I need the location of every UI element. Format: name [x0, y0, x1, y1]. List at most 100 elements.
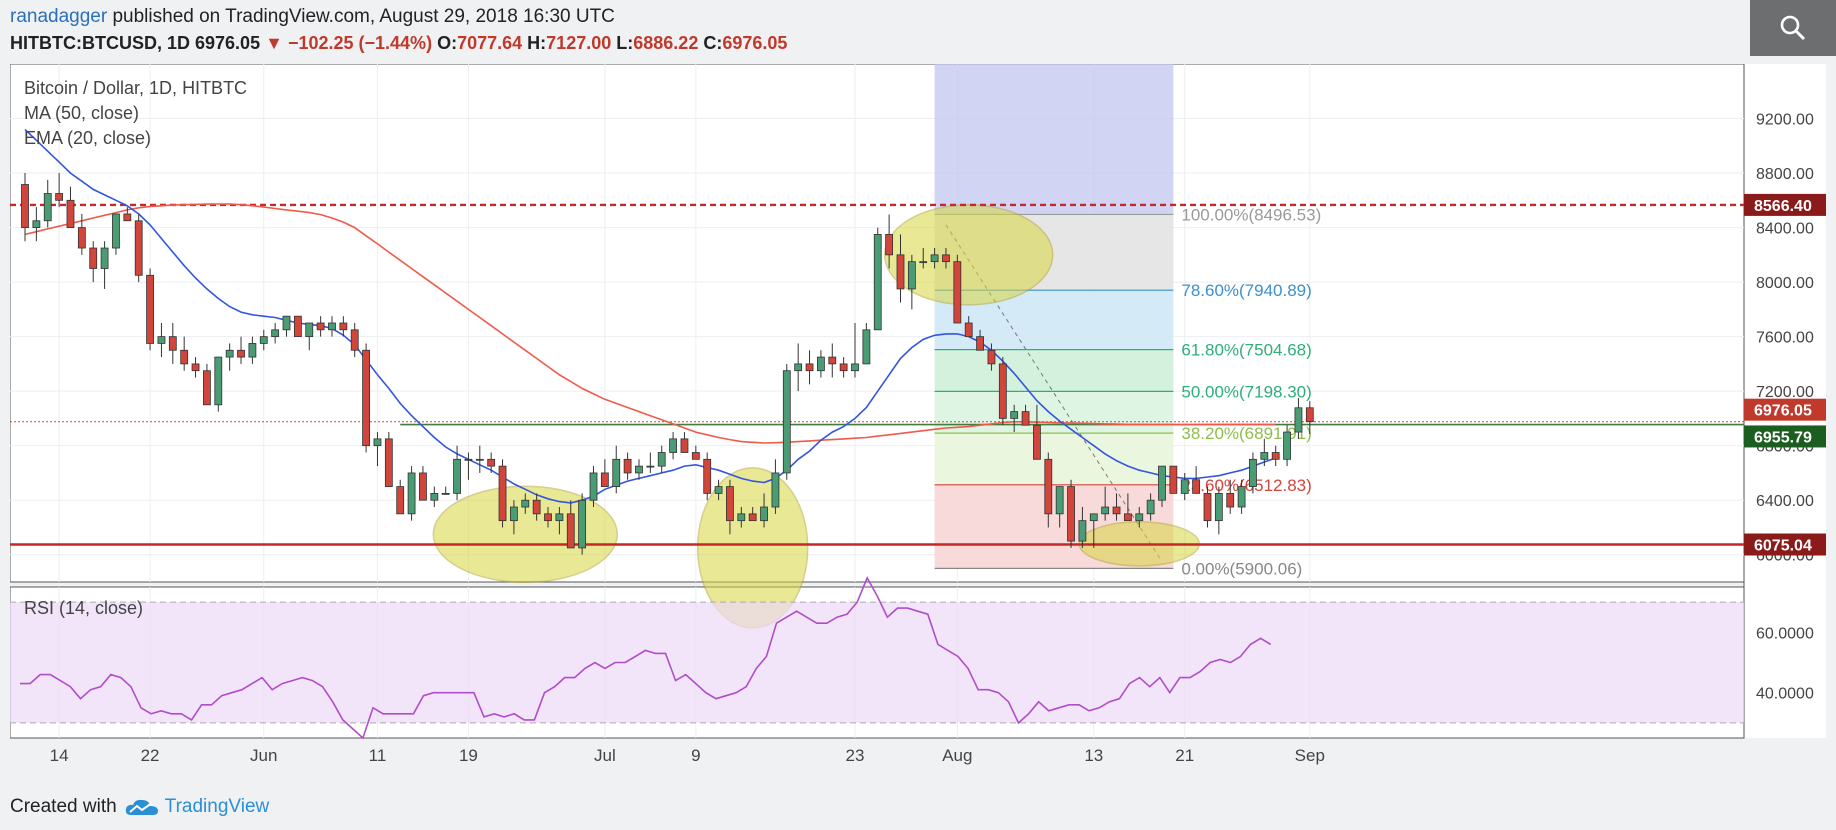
candle-body — [43, 193, 52, 222]
close-label: C: — [703, 33, 723, 53]
price-tag — [1744, 398, 1826, 421]
candle-body — [1214, 492, 1223, 522]
x-tick-label: 14 — [50, 746, 69, 765]
price-tag — [1744, 425, 1826, 448]
candle-body — [635, 465, 643, 474]
x-tick-label: 23 — [846, 746, 865, 765]
candle-body — [1055, 486, 1064, 515]
candle-body — [293, 315, 302, 338]
candle-body — [1021, 411, 1030, 426]
candle-body — [487, 458, 496, 467]
fib-zone — [934, 349, 1174, 392]
candle-body — [157, 336, 166, 344]
x-tick-label: Sep — [1295, 746, 1325, 765]
price-tag-label: 6955.79 — [1754, 429, 1812, 446]
search-button[interactable] — [1750, 0, 1836, 56]
candle-body — [214, 356, 223, 406]
candle-body — [66, 199, 75, 228]
candle-body — [510, 506, 518, 522]
candle-body — [657, 452, 666, 467]
candle-body — [612, 458, 621, 487]
candle-body — [555, 513, 564, 522]
candle-body — [600, 472, 609, 487]
candle-body — [112, 213, 120, 249]
candle-body — [282, 315, 291, 331]
ma-legend: MA (50, close) — [24, 103, 140, 123]
candle-body — [1249, 458, 1257, 487]
candle-body — [748, 513, 757, 522]
fib-level-label: 23.60%(6512.83) — [1181, 476, 1311, 495]
y-tick-label: 7600.00 — [1756, 330, 1814, 347]
fib-level-label: 0.00%(5900.06) — [1181, 559, 1302, 578]
candle-body — [362, 349, 371, 447]
symbol-label: HITBTC:BTCUSD, 1D — [10, 33, 190, 53]
candle-body — [100, 247, 109, 269]
x-tick-label: Jun — [250, 746, 277, 765]
publish-info: ranadagger published on TradingView.com,… — [10, 6, 615, 28]
candle-body — [430, 492, 439, 501]
candle-body — [441, 492, 450, 495]
candle-body — [566, 513, 575, 549]
candle-body — [1294, 407, 1303, 433]
candle-body — [964, 322, 973, 338]
y-tick-label: 8800.00 — [1756, 166, 1814, 183]
candle-body — [1112, 506, 1121, 515]
ohlc-readout: HITBTC:BTCUSD, 1D 6976.05 ▼ −102.25 (−1.… — [10, 33, 787, 54]
candle-body — [623, 458, 632, 474]
candle-body — [896, 254, 905, 290]
candle-body — [578, 499, 587, 549]
candle-body — [680, 438, 689, 453]
support-price-tag — [1744, 193, 1826, 216]
candle-body — [498, 465, 507, 522]
candle-body — [1101, 506, 1110, 515]
y-tick-label: 8000.00 — [1756, 275, 1814, 292]
candle-body — [259, 336, 268, 344]
candle-body — [123, 213, 132, 222]
candle-body — [998, 363, 1007, 419]
fib-level-label: 78.60%(7940.89) — [1181, 281, 1311, 300]
candle-body — [225, 349, 234, 358]
candle-body — [339, 322, 348, 331]
candle-body — [464, 458, 473, 461]
candle-body — [828, 356, 837, 365]
price-chart[interactable]: 14 22 Jun 11 19 Jul 9 23 Aug 13 21 Sep 9200.00 8800.0… — [10, 64, 1826, 784]
candle-body — [1305, 407, 1314, 423]
candle-body — [248, 343, 257, 358]
fib-level-label: 38.20%(6891.91) — [1181, 424, 1311, 443]
candle-body — [805, 363, 814, 372]
candle-body — [1146, 499, 1155, 515]
candle-body — [1044, 458, 1053, 515]
candle-body — [817, 356, 825, 372]
search-icon — [1780, 15, 1806, 41]
candle-body — [1158, 465, 1166, 501]
x-tick-label: Aug — [942, 746, 972, 765]
candle-body — [907, 261, 916, 290]
candle-body — [1123, 513, 1132, 522]
candle-body — [589, 472, 598, 501]
y-tick-label: 9200.00 — [1756, 112, 1814, 129]
candle-body — [691, 452, 700, 460]
support-price-label: 8566.40 — [1754, 198, 1812, 215]
candle-body — [737, 513, 746, 522]
candle-body — [669, 438, 677, 453]
fib-level-label: 61.80%(7504.68) — [1181, 341, 1311, 360]
created-with-text: Created with — [10, 796, 117, 817]
ema20-line — [24, 128, 1276, 504]
candle-body — [885, 233, 894, 256]
price-change: −102.25 (−1.44%) — [287, 33, 433, 53]
candle-body — [1203, 492, 1212, 522]
x-tick-label: Jul — [594, 746, 616, 765]
fib-zone — [934, 433, 1174, 485]
ema-legend: EMA (20, close) — [24, 128, 152, 148]
candle-body — [475, 458, 484, 461]
candle-body — [453, 458, 461, 494]
x-tick-label: 11 — [369, 746, 387, 765]
candle-body — [942, 254, 950, 263]
candle-body — [544, 513, 552, 522]
author-link[interactable]: ranadagger — [10, 6, 108, 27]
tradingview-link[interactable]: TradingView — [125, 796, 269, 818]
high-value: 7127.00 — [546, 33, 612, 53]
candle-body — [987, 349, 996, 365]
candle-body — [77, 227, 86, 249]
